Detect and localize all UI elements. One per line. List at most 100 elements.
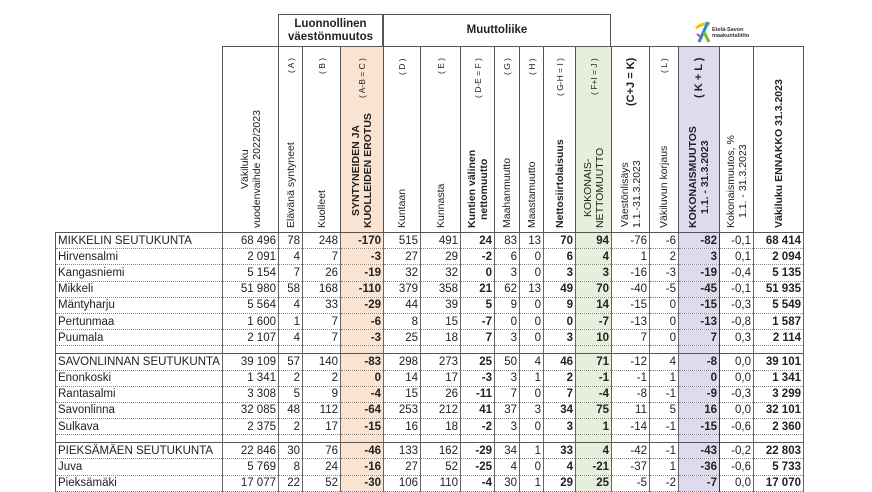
cell-col-9: 46 xyxy=(543,353,576,371)
cell-col-14: -0,8 xyxy=(719,313,754,331)
row-name: SAVONLINNAN SEUTUKUNTA xyxy=(55,353,223,371)
region-row: MIKKELIN SEUTUKUNTA 68 496 78 248 -170 515 491… xyxy=(55,231,804,250)
cell-col-8: 1 xyxy=(519,370,544,387)
cell-col-9: 70 xyxy=(543,231,576,250)
cell-col-1: 8 xyxy=(278,458,303,476)
cell-col-15: 5 549 xyxy=(753,297,804,314)
cell-col-5: 162 xyxy=(420,442,461,460)
cell-col-5: 212 xyxy=(420,402,461,420)
cell-col-14: -0,6 xyxy=(719,418,754,436)
cell-col-10: -4 xyxy=(575,386,612,403)
cell-col-5: 17 xyxy=(420,370,461,387)
column-header-5: Kunnasta ( E ) xyxy=(420,46,461,233)
logo-text-line2: maakuntaliitto xyxy=(712,33,750,39)
cell-col-1: 48 xyxy=(278,402,303,420)
cell-col-7: 7 xyxy=(494,386,520,403)
row-name: MIKKELIN SEUTUKUNTA xyxy=(55,231,223,250)
cell-col-6: 24 xyxy=(460,231,495,250)
column-header-15: Väkiluku ENNAKKO 31.3.2023 xyxy=(753,46,804,233)
cell-col-14: -0,3 xyxy=(719,386,754,403)
cell-col-12: 4 xyxy=(649,353,679,371)
cell-col-5: 29 xyxy=(420,248,461,266)
row-name: Savonlinna xyxy=(55,402,223,420)
column-label: Väkiluku vuodenvaihde 2022/2023 xyxy=(238,110,263,228)
cell-col-0: 2 375 xyxy=(222,418,279,436)
cell-col-7: 3 xyxy=(494,418,520,436)
cell-col-8: 13 xyxy=(519,231,544,250)
cell-col-8: 1 xyxy=(519,475,544,492)
cell-col-14: -0,1 xyxy=(719,281,754,298)
cell-col-15: 32 101 xyxy=(753,402,804,420)
spacer-row xyxy=(55,345,804,354)
cell-col-3: -110 xyxy=(340,281,384,298)
cell-col-4: 14 xyxy=(383,370,421,387)
cell-col-5: 26 xyxy=(420,386,461,403)
cell-col-2: 24 xyxy=(302,458,341,476)
column-label: Maastamuutto xyxy=(525,161,538,228)
row-name: Pieksämäki xyxy=(55,475,223,492)
cell-col-6: -3 xyxy=(460,370,495,387)
row-name: Sulkava xyxy=(55,418,223,436)
cell-col-3: -3 xyxy=(340,248,384,266)
cell-col-3: -15 xyxy=(340,418,384,436)
cell-col-7: 62 xyxy=(494,281,520,298)
cell-col-15: 2 114 xyxy=(753,329,804,347)
cell-col-14: 0,3 xyxy=(719,329,754,347)
cell-col-5: 18 xyxy=(420,329,461,347)
cell-col-13: 16 xyxy=(678,402,720,420)
column-header-14: Kokonaismuutos, % 1.1. - 31.3.2023 xyxy=(719,46,754,233)
column-formula: ( L ) xyxy=(659,58,669,73)
cell-col-8: 0 xyxy=(519,297,544,314)
cell-col-9: 3 xyxy=(543,418,576,436)
cell-col-4: 25 xyxy=(383,329,421,347)
cell-col-3: -6 xyxy=(340,313,384,331)
column-header-13: KOKONAISMUUTOS 1.1. - 31.3.2023 ( K + L ) xyxy=(678,46,720,233)
cell-col-1: 1 xyxy=(278,313,303,331)
cell-col-11: -40 xyxy=(611,281,650,298)
cell-col-2: 26 xyxy=(302,264,341,282)
logo-text-line1: Etelä-Savon xyxy=(712,27,744,33)
cell-col-1: 57 xyxy=(278,353,303,371)
column-label: Elävänä syntyneet xyxy=(284,142,297,228)
cell-col-0: 5 769 xyxy=(222,458,279,476)
group-header-natural-change: Luonnollinen väestönmuutos xyxy=(278,14,383,46)
cell-col-12: -1 xyxy=(649,442,679,460)
cell-col-6: 21 xyxy=(460,281,495,298)
cell-col-15: 68 414 xyxy=(753,231,804,250)
cell-col-9: 7 xyxy=(543,386,576,403)
cell-col-2: 76 xyxy=(302,442,341,460)
cell-col-15: 22 803 xyxy=(753,442,804,460)
cell-col-4: 32 xyxy=(383,264,421,282)
cell-col-8: 0 xyxy=(519,418,544,436)
cell-col-10: -7 xyxy=(575,313,612,331)
cell-col-0: 1 600 xyxy=(222,313,279,331)
cell-col-10: 1 xyxy=(575,418,612,436)
cell-col-6: 25 xyxy=(460,353,495,371)
cell-col-9: 9 xyxy=(543,297,576,314)
cell-col-9: 6 xyxy=(543,248,576,266)
cell-col-5: 52 xyxy=(420,458,461,476)
cell-col-5: 358 xyxy=(420,281,461,298)
cell-col-3: -16 xyxy=(340,458,384,476)
municipality-row: Juva 5 769 8 24 -16 27 52 -25 4 0 4 -21 -37 1 -36 -0,6 5… xyxy=(55,458,804,476)
cell-col-10: 10 xyxy=(575,329,612,347)
cell-col-11: -13 xyxy=(611,313,650,331)
row-name: Enonkoski xyxy=(55,370,223,387)
municipality-row: Rantasalmi 3 308 5 9 -4 15 26 -11 7 0 7 -4 -8 -1 -9 -0,… xyxy=(55,386,804,403)
column-header-7: Maahanmuutto ( G ) xyxy=(494,46,520,233)
cell-col-13: -36 xyxy=(678,458,720,476)
cell-col-11: -37 xyxy=(611,458,650,476)
cell-col-4: 515 xyxy=(383,231,421,250)
region-row: SAVONLINNAN SEUTUKUNTA 39 109 57 140 -83 298 2… xyxy=(55,353,804,371)
column-label: SYNTYNEIDEN JA KUOLLEIDEN EROTUS xyxy=(350,113,374,228)
municipality-row: Pieksämäki 17 077 22 52 -30 106 110 -4 30 1 29 25 -5… xyxy=(55,475,804,492)
cell-col-4: 106 xyxy=(383,475,421,492)
cell-col-8: 0 xyxy=(519,248,544,266)
row-name: Rantasalmi xyxy=(55,386,223,403)
cell-col-0: 1 341 xyxy=(222,370,279,387)
column-label: Väkiluvun korjaus xyxy=(658,145,670,228)
column-label: Maahanmuutto xyxy=(501,157,513,228)
cell-col-3: -64 xyxy=(340,402,384,420)
cell-col-4: 133 xyxy=(383,442,421,460)
cell-col-2: 248 xyxy=(302,231,341,250)
